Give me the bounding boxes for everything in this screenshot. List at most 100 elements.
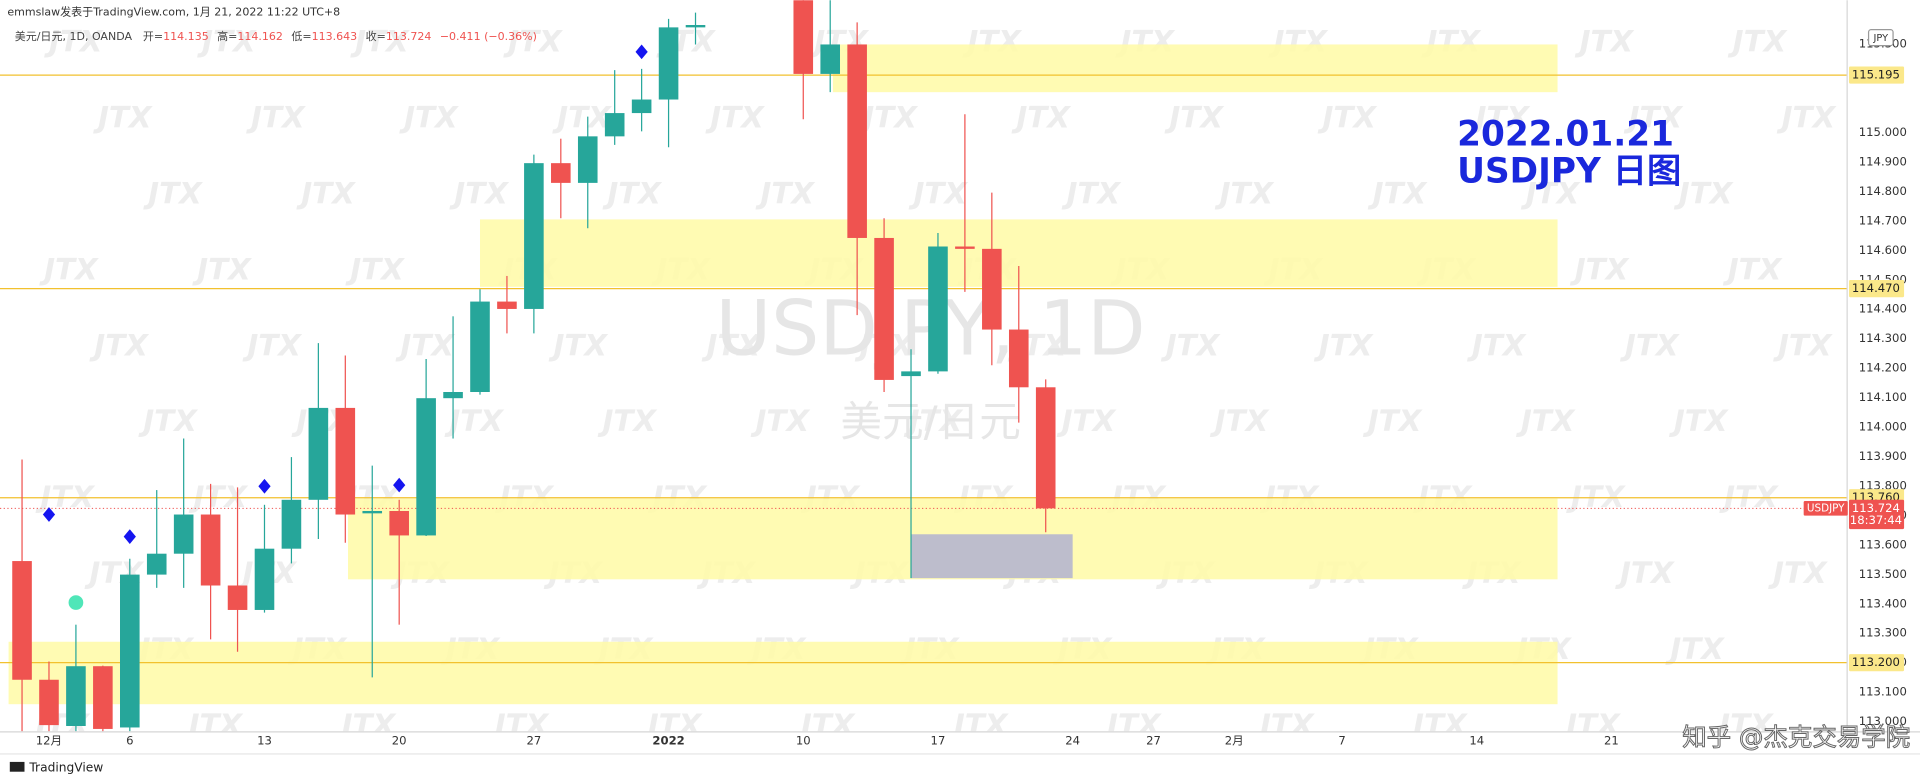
y-tick-label: 113.000 bbox=[1859, 714, 1907, 728]
watermark-logo: JTX bbox=[296, 176, 356, 210]
candle-body bbox=[604, 113, 625, 137]
watermark-logo: JTX bbox=[1210, 404, 1270, 438]
x-tick-label: 13 bbox=[257, 734, 272, 748]
watermark-logo: JTX bbox=[93, 101, 153, 135]
y-tick-label: 114.200 bbox=[1859, 361, 1907, 375]
watermark-logo: JTX bbox=[949, 708, 1009, 742]
candle-body bbox=[658, 27, 679, 100]
candle-body bbox=[146, 553, 167, 575]
candle-body bbox=[685, 25, 706, 28]
watermark-logo: JTX bbox=[1408, 708, 1468, 742]
candle-body bbox=[577, 136, 598, 183]
watermark-logo: JTX bbox=[1723, 252, 1783, 286]
watermark-logo: JTX bbox=[444, 404, 504, 438]
change: −0.411 (−0.36%) bbox=[440, 30, 537, 43]
candle-body bbox=[66, 666, 86, 726]
countdown: 18:37:44 bbox=[1850, 513, 1902, 527]
symbol-tag: USDJPY bbox=[1807, 502, 1845, 514]
watermark-logo: JTX bbox=[1620, 328, 1680, 362]
watermark-logo: JTX bbox=[1674, 176, 1734, 210]
watermark-logo: JTX bbox=[138, 404, 198, 438]
watermark-logo: JTX bbox=[89, 328, 149, 362]
watermark-logo: JTX bbox=[1314, 328, 1374, 362]
candle-body bbox=[362, 510, 383, 514]
y-tick-label: 113.400 bbox=[1859, 596, 1907, 610]
x-tick-label: 20 bbox=[392, 734, 407, 748]
watermark-logo: JTX bbox=[1561, 708, 1621, 742]
range-box bbox=[911, 534, 1073, 579]
candle-body bbox=[982, 248, 1002, 330]
candle-body bbox=[874, 237, 894, 380]
watermark-logo: JTX bbox=[1011, 101, 1071, 135]
watermark-logo: JTX bbox=[1773, 328, 1833, 362]
axes: 113.000 113.100 113.200 113.300 113.400 113.5… bbox=[36, 37, 1907, 748]
y-tick-label: 113.600 bbox=[1859, 537, 1907, 551]
ohlc-value: 113.724 bbox=[386, 30, 432, 43]
watermark-logo: JTX bbox=[1317, 101, 1377, 135]
zone bbox=[8, 641, 1558, 705]
y-tick-label: 114.100 bbox=[1859, 390, 1907, 404]
watermark-logo: JTX bbox=[490, 708, 550, 742]
watermark-logo: JTX bbox=[548, 328, 608, 362]
annotation: USDJPY 日图 bbox=[1457, 151, 1681, 191]
watermark-logo: JTX bbox=[1467, 328, 1527, 362]
zone bbox=[832, 44, 1558, 93]
ohlc-value: 114.135 bbox=[163, 30, 209, 43]
symbol-legend: 美元/日元, 1D, OANDA 开=114.135 高=114.162 低=1… bbox=[15, 29, 537, 43]
candle-body bbox=[335, 407, 356, 515]
candle-body bbox=[443, 391, 463, 399]
x-tick-label: 24 bbox=[1065, 734, 1080, 748]
y-tick-label: 114.600 bbox=[1859, 243, 1907, 257]
x-tick-label: 10 bbox=[796, 734, 811, 748]
watermark-logo: JTX bbox=[1161, 328, 1221, 362]
watermark-logo: JTX bbox=[503, 25, 563, 59]
level-label-bg bbox=[1848, 280, 1905, 298]
watermark-logo: JTX bbox=[242, 328, 302, 362]
x-tick-label: 6 bbox=[126, 734, 133, 748]
watermark-logo: JTX bbox=[184, 708, 244, 742]
ohlc-value: 113.643 bbox=[312, 30, 358, 43]
candle-body bbox=[120, 574, 140, 728]
candle-body bbox=[200, 514, 221, 586]
watermark-logo: JTX bbox=[1575, 25, 1635, 59]
level-label-bg bbox=[1848, 654, 1905, 672]
watermark-logo: JTX bbox=[1057, 404, 1117, 438]
x-tick-label: 14 bbox=[1469, 734, 1484, 748]
candle-body bbox=[928, 246, 948, 372]
y-tick-label: 114.400 bbox=[1859, 302, 1907, 316]
watermark-logo: JTX bbox=[395, 328, 455, 362]
candle-body bbox=[416, 398, 436, 536]
watermark-logo: JTX bbox=[44, 25, 104, 59]
x-tick-label: 7 bbox=[1338, 734, 1345, 748]
watermark-logo: JTX bbox=[1714, 708, 1774, 742]
watermark-logo: JTX bbox=[1516, 404, 1576, 438]
currency-box[interactable] bbox=[1867, 29, 1894, 47]
x-tick-label: 2022 bbox=[652, 734, 684, 748]
x-tick-label: 21 bbox=[1604, 734, 1619, 748]
watermark-logo: JTX bbox=[246, 101, 306, 135]
candle-body bbox=[389, 510, 409, 536]
signal-dot bbox=[68, 595, 84, 610]
candle-body bbox=[308, 407, 329, 500]
watermark-logo: JTX bbox=[643, 708, 703, 742]
watermark-logo: JTX bbox=[1471, 101, 1531, 135]
level-label: 115.195 bbox=[1852, 68, 1900, 82]
candle-body bbox=[955, 246, 975, 249]
watermark-logo: JTX bbox=[399, 101, 459, 135]
candle-body bbox=[524, 163, 544, 309]
x-tick-label: 2月 bbox=[1225, 734, 1244, 748]
x-tick-label: 27 bbox=[1146, 734, 1161, 748]
y-tick-label: 113.100 bbox=[1859, 685, 1907, 699]
candle-body bbox=[497, 301, 517, 309]
y-tick-label: 114.900 bbox=[1859, 154, 1907, 168]
watermark-logo: JTX bbox=[702, 328, 762, 362]
watermark-logo: JTX bbox=[1368, 176, 1428, 210]
symbol-line: 美元/日元, 1D, OANDA bbox=[15, 30, 133, 43]
x-tick-label: 12月 bbox=[36, 734, 62, 748]
watermark-logo: JTX bbox=[350, 25, 410, 59]
watermark-logo: JTX bbox=[597, 404, 657, 438]
watermark-logo: JTX bbox=[858, 101, 918, 135]
x-tick-label: 17 bbox=[931, 734, 946, 748]
watermark-logo: JTX bbox=[1102, 708, 1162, 742]
